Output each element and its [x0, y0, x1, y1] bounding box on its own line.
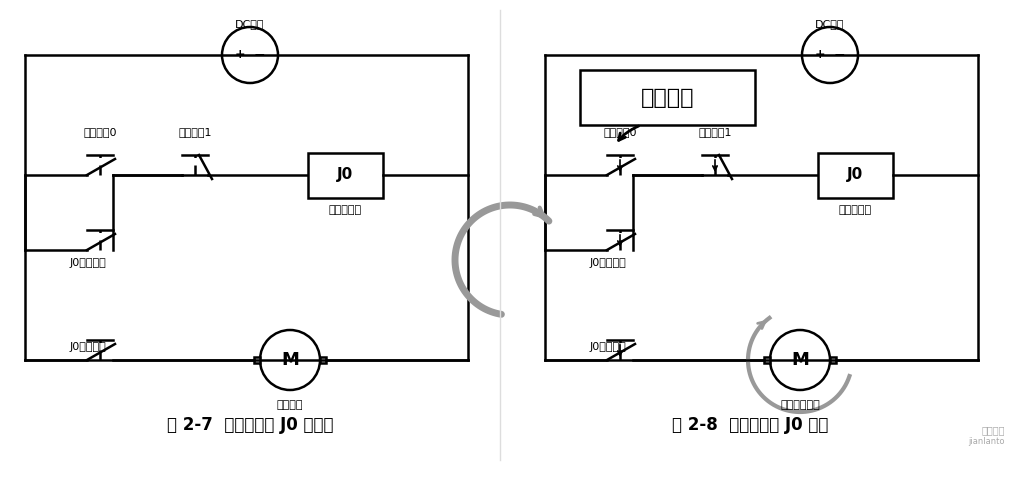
Text: J0: J0 — [847, 168, 863, 183]
Text: J0: J0 — [337, 168, 354, 183]
Text: J0常开触点: J0常开触点 — [70, 342, 107, 352]
Text: 继电器线圈: 继电器线圈 — [839, 205, 872, 215]
Text: 常闭按钮1: 常闭按钮1 — [698, 127, 732, 137]
Bar — [764, 357, 770, 363]
Text: 常开按钮0: 常开按钮0 — [603, 127, 637, 137]
Text: DC电源: DC电源 — [236, 19, 265, 29]
Text: 直流电机: 直流电机 — [277, 400, 303, 410]
Text: −: − — [254, 48, 266, 62]
Text: −: − — [834, 48, 846, 62]
Bar — [254, 357, 260, 363]
Text: 直流电机运转: 直流电机运转 — [780, 400, 820, 410]
Text: M: M — [791, 351, 809, 369]
Text: 按下再松: 按下再松 — [641, 87, 694, 108]
Text: J0常开触点: J0常开触点 — [590, 342, 627, 352]
Text: jianlanto: jianlanto — [969, 438, 1005, 446]
Text: 图 2-7  继电器线圈 J0 未通电: 图 2-7 继电器线圈 J0 未通电 — [166, 416, 333, 434]
Text: +: + — [235, 48, 245, 61]
Bar — [818, 153, 892, 198]
Text: +: + — [815, 48, 825, 61]
Bar — [320, 357, 326, 363]
Text: DC电源: DC电源 — [815, 19, 845, 29]
Text: 图 2-8  继电器线圈 J0 通电: 图 2-8 继电器线圈 J0 通电 — [672, 416, 828, 434]
Text: 电工天下: 电工天下 — [981, 425, 1005, 435]
Text: M: M — [281, 351, 299, 369]
Bar — [580, 70, 755, 125]
Text: J0常开触点: J0常开触点 — [590, 258, 627, 268]
Text: 继电器线圈: 继电器线圈 — [329, 205, 362, 215]
Text: 常开按钮0: 常开按钮0 — [84, 127, 117, 137]
Text: 常闭按钮1: 常闭按钮1 — [178, 127, 212, 137]
Text: J0常开触点: J0常开触点 — [70, 258, 107, 268]
Bar — [307, 153, 383, 198]
Bar — [830, 357, 837, 363]
